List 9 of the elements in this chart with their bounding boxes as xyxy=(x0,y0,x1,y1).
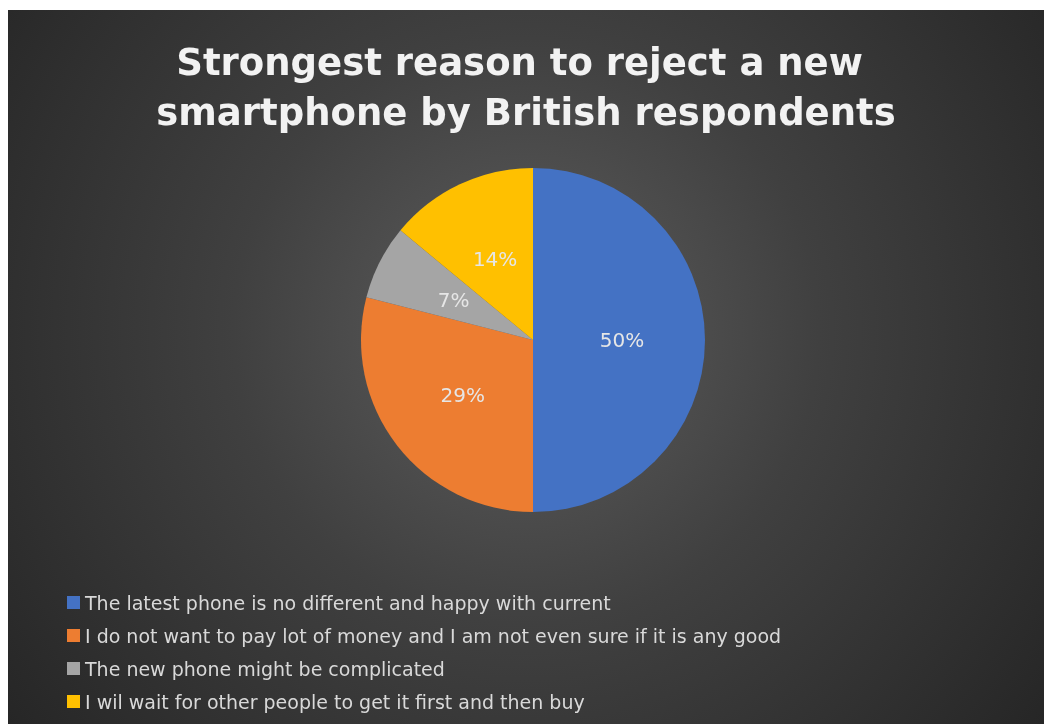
data-label: 29% xyxy=(440,382,485,407)
legend-label: I wil wait for other people to get it first and then buy xyxy=(85,690,585,713)
legend-label: The new phone might be complicated xyxy=(84,657,445,680)
data-label: 7% xyxy=(437,287,470,312)
legend-label: The latest phone is no different and happy with current xyxy=(84,591,611,614)
data-label: 50% xyxy=(599,328,645,352)
chart-title: Strongest reason to reject a new smartphone by British respondents xyxy=(156,40,896,134)
data-label: 14% xyxy=(472,247,518,272)
legend-label: I do not want to pay lot of money and I am not even sure if it is any good xyxy=(85,624,782,647)
